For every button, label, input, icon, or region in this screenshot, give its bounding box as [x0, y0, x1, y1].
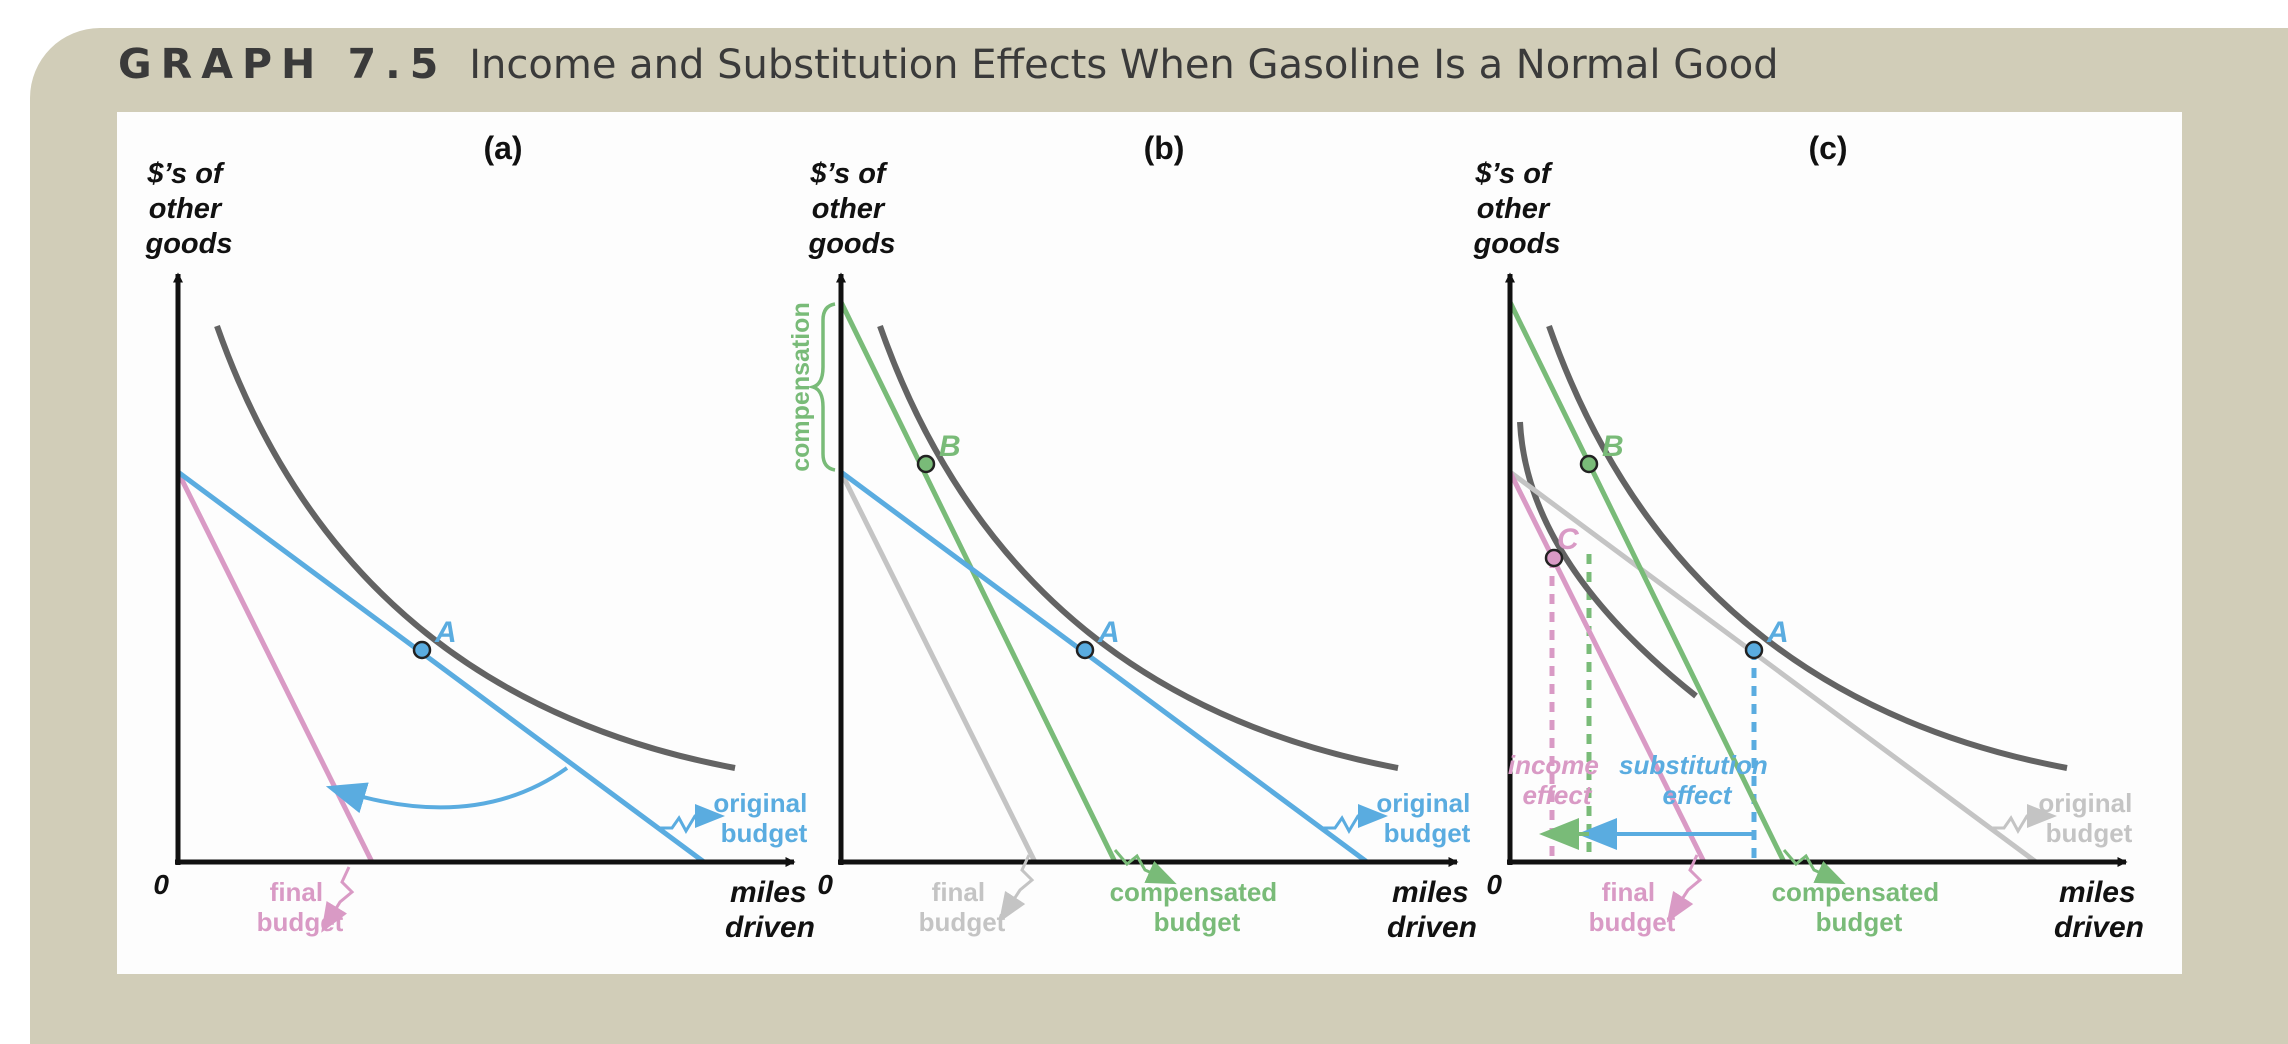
graph-number: GRAPH 7.5	[118, 40, 448, 88]
panel-b-title: (b)	[1144, 130, 1185, 166]
point-b-label-b: B	[939, 430, 961, 463]
compensated-budget-pointer-b	[1113, 849, 1177, 885]
substitution-effect-label: substitution effect	[1619, 750, 1775, 810]
final-budget-line-c	[1507, 470, 1707, 864]
point-c-label-c: C	[1557, 523, 1580, 556]
point-a-b	[1075, 640, 1095, 660]
income-effect-label: income effect	[1508, 750, 1606, 810]
original-budget-pointer-a	[657, 804, 725, 835]
point-a-label-a: A	[434, 616, 457, 649]
origin-a: 0	[153, 869, 169, 900]
panel-c: (c) $’s of other goods 0 miles driven	[1473, 130, 2145, 944]
compensation-label: compensation	[787, 302, 815, 471]
y-axis-label-b: $’s of other goods	[808, 158, 896, 260]
compensation-brace	[806, 302, 836, 472]
panel-a: (a) $’s of other goods 0 miles driven A …	[145, 130, 816, 944]
original-budget-pointer-c	[1989, 804, 2057, 835]
point-a-label-b: A	[1097, 616, 1120, 649]
point-c-c	[1544, 548, 1564, 568]
point-a-c	[1744, 640, 1764, 660]
indifference-curve-high-c	[1546, 325, 2068, 771]
compensated-budget-line-c	[1507, 300, 1787, 864]
compensated-budget-label-b: compensated budget	[1110, 877, 1285, 937]
original-budget-line-a	[176, 469, 706, 865]
point-a-label-c: A	[1766, 616, 1789, 649]
original-budget-label-c: original budget	[2038, 788, 2139, 848]
origin-b: 0	[817, 869, 833, 900]
x-axis-label-b: miles driven	[1387, 876, 1477, 944]
figure-header: GRAPH 7.5 Income and Substitution Effect…	[118, 40, 1779, 100]
panel-a-title: (a)	[483, 130, 522, 166]
final-budget-label-b: final budget	[919, 877, 1006, 937]
final-budget-pointer-c	[1666, 854, 1703, 923]
point-a-a	[412, 640, 432, 660]
compensated-budget-label-c: compensated budget	[1772, 877, 1947, 937]
diagram-svg: (a) $’s of other goods 0 miles driven A …	[145, 130, 2145, 944]
diagram-panel: (a) $’s of other goods 0 miles driven A …	[117, 112, 2182, 974]
rotation-arrow	[325, 766, 569, 814]
point-b-label-c: B	[1602, 430, 1624, 463]
compensated-budget-line-b	[838, 300, 1118, 864]
original-budget-pointer-b	[1320, 804, 1388, 835]
panel-c-title: (c)	[1808, 130, 1847, 166]
original-budget-line-b	[839, 469, 1369, 865]
final-budget-pointer-a	[321, 866, 355, 933]
point-b-b	[916, 454, 936, 474]
indifference-curve-a	[214, 325, 736, 771]
final-budget-label-c: final budget	[1589, 877, 1676, 937]
indifference-curve-low-c	[1517, 421, 1698, 699]
x-axis-label-c: miles driven	[2054, 876, 2144, 944]
indifference-curve-b	[877, 325, 1399, 771]
final-budget-line-b	[838, 470, 1038, 864]
graph-title: Income and Substitution Effects When Gas…	[469, 42, 1779, 88]
y-axis-label-a: $’s of other goods	[145, 158, 233, 260]
origin-c: 0	[1486, 869, 1502, 900]
final-budget-line-a	[175, 470, 375, 864]
point-b-c	[1579, 454, 1599, 474]
original-budget-label-a: original budget	[713, 788, 814, 848]
x-axis-label-a: miles driven	[725, 876, 815, 944]
original-budget-line-c	[1508, 469, 2038, 865]
compensated-budget-pointer-c	[1782, 849, 1846, 885]
final-budget-pointer-b	[998, 854, 1035, 923]
final-budget-label-a: final budget	[257, 877, 344, 937]
original-budget-label-b: original budget	[1376, 788, 1477, 848]
panel-b: (b) $’s of other goods 0 miles driven co…	[787, 130, 1477, 944]
y-axis-label-c: $’s of other goods	[1473, 158, 1561, 260]
